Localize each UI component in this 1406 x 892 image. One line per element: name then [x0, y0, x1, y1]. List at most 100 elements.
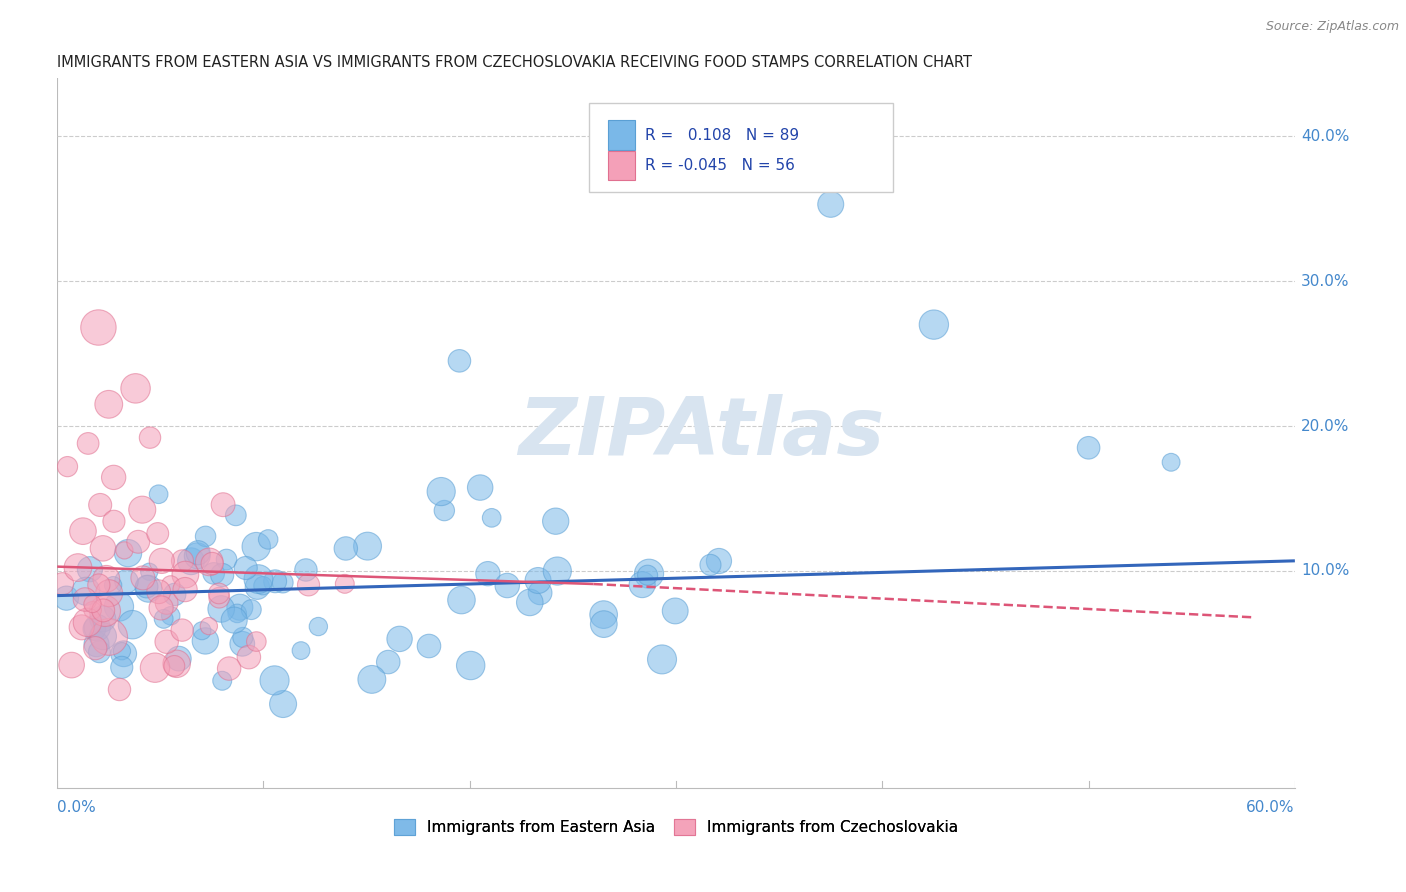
Point	[449, 354, 471, 368]
Point	[72, 524, 94, 538]
Point	[86, 637, 108, 651]
Point	[290, 643, 312, 657]
Text: R =   0.108   N = 89: R = 0.108 N = 89	[645, 128, 799, 143]
Point	[70, 620, 93, 634]
Point	[156, 634, 179, 648]
Point	[1077, 441, 1099, 455]
Point	[96, 572, 118, 586]
Point	[83, 622, 105, 636]
Point	[187, 546, 209, 560]
Point	[115, 574, 138, 589]
Point	[180, 554, 202, 568]
Point	[152, 612, 174, 626]
Point	[245, 540, 267, 554]
Point	[546, 564, 568, 578]
Point	[651, 652, 673, 666]
Point	[229, 600, 252, 615]
Point	[418, 639, 440, 653]
Point	[529, 586, 551, 600]
Point	[55, 591, 77, 606]
Point	[240, 602, 263, 616]
Point	[271, 697, 294, 711]
Point	[146, 526, 169, 541]
Point	[87, 320, 110, 334]
Point	[191, 624, 214, 638]
Point	[112, 647, 135, 661]
Point	[433, 503, 456, 517]
Point	[208, 591, 231, 605]
Point	[264, 574, 287, 589]
Point	[163, 587, 186, 601]
Text: 0.0%: 0.0%	[58, 800, 96, 815]
Point	[430, 484, 453, 499]
Point	[377, 655, 399, 669]
Point	[211, 568, 233, 582]
Text: 10.0%: 10.0%	[1301, 564, 1350, 579]
Point	[209, 602, 232, 616]
Point	[111, 660, 134, 674]
Point	[360, 673, 382, 687]
Point	[167, 651, 190, 665]
Point	[98, 586, 121, 600]
Point	[66, 560, 89, 574]
Text: 40.0%: 40.0%	[1301, 128, 1350, 144]
Text: R = -0.045   N = 56: R = -0.045 N = 56	[645, 158, 794, 173]
Point	[138, 565, 160, 579]
Point	[263, 673, 285, 688]
Point	[257, 533, 280, 547]
Point	[295, 563, 318, 577]
Point	[198, 555, 221, 569]
Point	[124, 381, 146, 395]
Bar	[607, 120, 636, 150]
Point	[245, 634, 267, 648]
Point	[108, 599, 131, 614]
Point	[235, 561, 257, 575]
Point	[496, 578, 519, 592]
Point	[143, 661, 166, 675]
Point	[89, 498, 111, 512]
Point	[388, 632, 411, 646]
Point	[224, 613, 246, 627]
Point	[201, 557, 224, 571]
Point	[150, 554, 173, 568]
Point	[87, 578, 110, 592]
Point	[150, 601, 173, 615]
Point	[117, 546, 139, 560]
Text: 30.0%: 30.0%	[1301, 274, 1350, 289]
Point	[127, 534, 149, 549]
Point	[527, 574, 550, 588]
Point	[297, 578, 319, 592]
Point	[82, 603, 104, 617]
Point	[101, 578, 124, 592]
Point	[212, 498, 235, 512]
Point	[132, 571, 155, 585]
Point	[202, 566, 225, 581]
Text: Source: ZipAtlas.com: Source: ZipAtlas.com	[1265, 20, 1399, 33]
Point	[922, 318, 945, 332]
Point	[97, 397, 120, 411]
Text: 60.0%: 60.0%	[1246, 800, 1295, 815]
Point	[79, 562, 101, 576]
Point	[135, 580, 157, 594]
Point	[91, 612, 114, 626]
Point	[247, 572, 270, 586]
Point	[148, 487, 170, 501]
Point	[208, 586, 231, 600]
Point	[89, 645, 111, 659]
Point	[225, 508, 247, 523]
Point	[148, 584, 170, 599]
Bar	[607, 151, 636, 180]
Point	[156, 596, 179, 610]
Point	[163, 659, 186, 673]
Point	[333, 577, 356, 591]
FancyBboxPatch shape	[589, 103, 893, 192]
Point	[232, 631, 254, 645]
Point	[82, 597, 104, 611]
Point	[198, 619, 221, 633]
Point	[194, 529, 217, 543]
Point	[94, 604, 117, 618]
Point	[450, 593, 472, 607]
Point	[186, 549, 208, 563]
Point	[75, 584, 97, 599]
Point	[246, 580, 269, 594]
